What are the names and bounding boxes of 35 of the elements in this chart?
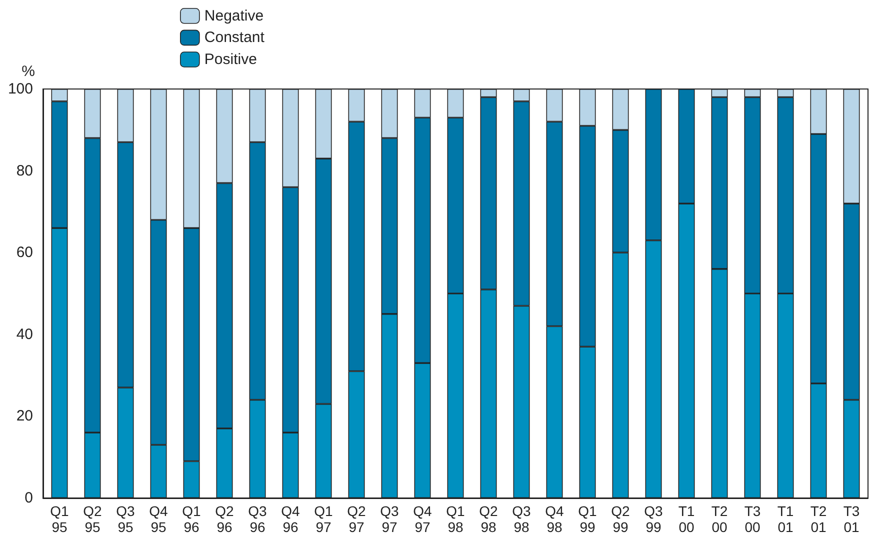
x-tick-label: Q2 95 [83, 503, 102, 535]
x-tick-label: T3 01 [843, 503, 860, 535]
legend-label: Negative [204, 7, 264, 24]
x-tick-label: Q1 97 [314, 503, 334, 535]
x-tick-label: T2 01 [810, 503, 827, 535]
x-tick-label: T3 00 [744, 503, 761, 535]
x-tick-label: Q2 99 [611, 503, 630, 535]
x-tick-label: Q2 98 [479, 503, 498, 535]
x-tick-label: Q1 95 [50, 503, 70, 535]
x-tick-label: Q3 96 [248, 503, 268, 535]
x-tick-label: Q4 98 [545, 503, 564, 535]
y-axis-title: % [22, 63, 35, 80]
x-tick-label: Q3 95 [116, 503, 136, 535]
x-tick-label: T1 00 [678, 503, 695, 535]
legend-label: Positive [204, 51, 257, 68]
x-tick-label: Q1 99 [578, 503, 598, 535]
x-tick-label: Q1 98 [446, 503, 466, 535]
y-tick-label: 20 [16, 408, 33, 425]
x-tick-label: T2 00 [711, 503, 728, 535]
legend-label: Constant [204, 29, 266, 46]
y-tick-label: 100 [8, 80, 33, 98]
y-tick-label: 0 [24, 490, 33, 506]
x-tick-label: Q4 95 [149, 503, 168, 535]
x-tick-label: T1 01 [777, 503, 794, 535]
x-tick-label: Q2 97 [347, 503, 366, 535]
x-tick-label: Q2 96 [215, 503, 234, 535]
x-tick-label: Q3 98 [512, 503, 532, 535]
x-tick-label: Q1 96 [182, 503, 202, 535]
x-tick-label: Q3 99 [644, 503, 664, 535]
y-tick-label: 60 [16, 244, 33, 262]
x-tick-label: Q4 97 [413, 503, 432, 535]
y-tick-label: 40 [16, 326, 33, 343]
x-tick-label: Q4 96 [281, 503, 300, 535]
x-tick-label: Q3 97 [380, 503, 400, 535]
y-tick-label: 80 [16, 162, 33, 180]
